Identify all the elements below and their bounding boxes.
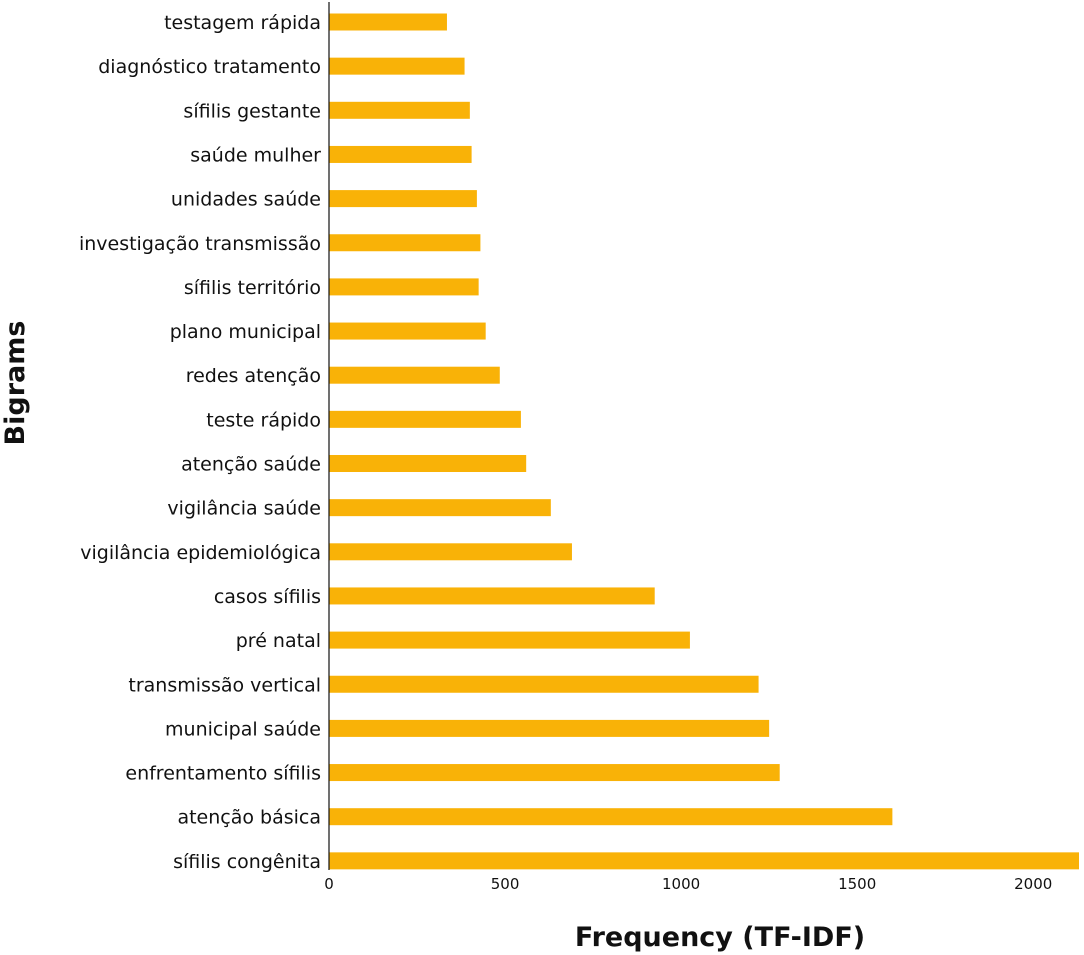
- category-label: unidades saúde: [171, 189, 321, 211]
- category-label: atenção básica: [177, 807, 321, 829]
- category-label: sífilis território: [184, 277, 321, 299]
- category-label: redes atenção: [186, 365, 321, 387]
- bar: [329, 13, 447, 31]
- bars-group: [329, 13, 1079, 870]
- category-label: municipal saúde: [165, 718, 321, 740]
- x-tick-label: 1500: [838, 875, 876, 893]
- bar: [329, 410, 521, 428]
- category-label: plano municipal: [170, 321, 321, 343]
- bar: [329, 499, 551, 517]
- bar: [329, 322, 486, 340]
- category-label: enfrentamento sífilis: [125, 763, 321, 785]
- category-label: diagnóstico tratamento: [98, 56, 321, 78]
- bar: [329, 764, 780, 782]
- category-label: transmissão vertical: [128, 674, 321, 696]
- category-label: casos sífilis: [214, 586, 321, 608]
- bar: [329, 366, 500, 384]
- x-tick-label: 1000: [662, 875, 700, 893]
- category-label: saúde mulher: [190, 144, 321, 166]
- bar: [329, 145, 472, 163]
- category-label: testagem rápida: [164, 12, 321, 34]
- category-label: pré natal: [236, 630, 321, 652]
- category-labels-group: testagem rápida diagnóstico tratamento síf…: [79, 12, 321, 873]
- bar: [329, 852, 1079, 870]
- x-axis-title: Frequency (TF-IDF): [575, 922, 865, 953]
- bar: [329, 587, 655, 605]
- category-label: sífilis congênita: [173, 851, 321, 873]
- category-label: vigilância saúde: [167, 498, 321, 520]
- category-label: vigilância epidemiológica: [80, 542, 321, 564]
- y-axis-title: Bigrams: [0, 321, 31, 446]
- bar: [329, 234, 481, 252]
- bar: [329, 57, 465, 75]
- bar: [329, 190, 477, 208]
- x-tick-label: 0: [324, 875, 334, 893]
- bar: [329, 455, 527, 472]
- category-label: sífilis gestante: [183, 100, 321, 122]
- bar: [329, 543, 572, 561]
- bar: [329, 631, 690, 649]
- bar: [329, 101, 470, 119]
- bar: [329, 675, 759, 693]
- category-label: atenção saúde: [181, 454, 321, 476]
- category-label: investigação transmissão: [79, 233, 321, 255]
- x-ticks-group: 0 500 1000 1500 2000: [324, 875, 1052, 893]
- bar: [329, 719, 770, 737]
- bar: [329, 808, 893, 826]
- category-label: teste rápido: [206, 409, 321, 431]
- x-tick-label: 500: [491, 875, 520, 893]
- bar: [329, 278, 479, 296]
- x-tick-label: 2000: [1014, 875, 1052, 893]
